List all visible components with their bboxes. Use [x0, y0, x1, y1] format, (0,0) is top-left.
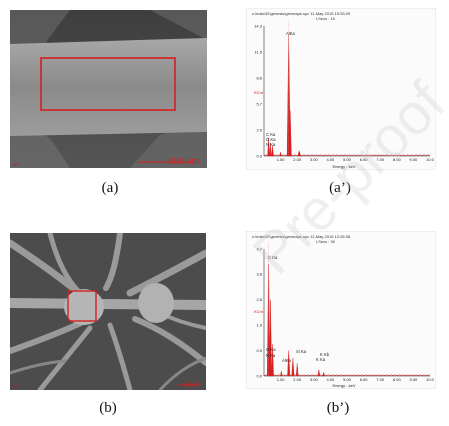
spectrum-a-prime-x-tick: 9.00: [410, 157, 419, 162]
spectrum-b-prime-x-tick: 5.00: [343, 377, 352, 382]
peak-label-oka-b-prime: O Ka: [266, 347, 276, 352]
spectrum-b-prime-y-tick: 1.9: [256, 323, 262, 328]
corner-label-b: SEI: [12, 384, 19, 389]
caption-a-prime: (a’): [329, 180, 351, 196]
spectrum-b-prime-peak: [287, 350, 291, 377]
spectrum-b-prime-peak: [295, 363, 299, 377]
scale-bar-label-b: 1 μm: [184, 381, 200, 388]
spectrum-a-prime-x-tick: 4.00: [327, 157, 336, 162]
spectrum-a-prime-x-tick: 6.00: [360, 157, 369, 162]
peak-label-nka-b-prime: N Ka: [266, 353, 276, 358]
spectrum-b-prime-x-tick: 3.00: [310, 377, 319, 382]
peak-label-cka-a-prime: C Ka: [266, 132, 276, 137]
spectrum-a-prime-peak: [279, 152, 282, 157]
peak-label-cka-b-prime: C Ka: [268, 255, 278, 260]
sem-image-a: 200 nm SEI: [10, 10, 207, 168]
spectrum-b-prime-peak: [317, 369, 321, 377]
spectrum-a-prime-peak: [288, 110, 292, 157]
spectrum-b-prime-peak: [291, 358, 295, 377]
corner-label-a: SEI: [12, 162, 19, 167]
spectrum-b-prime-x-tick: 7.00: [376, 377, 385, 382]
y-unit-b-prime: KCnt: [254, 309, 264, 314]
spectrum-a-prime-x-tick: 8.00: [393, 157, 402, 162]
spectrum-a-prime-x-tick: 3.00: [310, 157, 319, 162]
spectrum-b-prime-y-tick: 4.7: [256, 246, 262, 251]
spectrum-b-prime-x-tick: 9.00: [410, 377, 419, 382]
peak-label-kka-b-prime: K Ka: [316, 357, 326, 362]
spectrum-a-prime-x-tick: 1.00: [277, 157, 286, 162]
peak-label-kkb-b-prime: K Kb: [320, 352, 330, 357]
analysis-region-a: [40, 57, 176, 111]
caption-b-prime: (b’): [326, 400, 350, 416]
spectrum-time-b-prime: LSecs : 39: [316, 239, 336, 244]
spectrum-b-prime-x-tick: 6.00: [360, 377, 369, 382]
spectrum-a-prime-x-tick: 10.0: [426, 157, 435, 162]
spectrum-b-prime-peak: [322, 372, 325, 377]
peak-label-oka-a-prime: O Ka: [266, 137, 276, 142]
spectrum-a-prime-y-tick: 14.3: [254, 23, 263, 28]
spectrum-a-prime-peak: [297, 150, 301, 157]
spectrum-b-prime-peak: [269, 299, 272, 377]
spectrum-b-prime-y-tick: 2.8: [256, 297, 262, 302]
y-unit-a-prime: KCnt: [254, 90, 264, 95]
spectrum-b-prime-x-tick: 1.00: [277, 377, 286, 382]
spectrum-time-a-prime: LSecs : 16: [316, 16, 336, 21]
x-axis-label-b-prime: Energy - keV: [332, 383, 355, 388]
spectrum-b-prime-x-tick: 2.00: [293, 377, 302, 382]
spectrum-b-prime-peak: [280, 370, 283, 377]
spectrum-a-prime-peak: [269, 142, 272, 157]
spectrum-b-prime-x-tick: 4.00: [327, 377, 336, 382]
spectrum-a-prime-y-tick: 5.7: [256, 101, 262, 106]
spectrum-a-prime-y-tick: 2.9: [256, 127, 262, 132]
spectrum-a-prime-peak: [271, 145, 274, 157]
spectrum-b-prime-y-tick: 0.0: [256, 373, 262, 378]
peak-label-nka-a-prime: N Ka: [266, 142, 276, 147]
spectrum-a-prime-peak: [286, 35, 291, 157]
spectrum-a-prime-y-tick: 0.0: [256, 153, 262, 158]
scale-bar-label-a: 200 nm: [168, 156, 199, 166]
spectrum-a-prime-x-tick: 7.00: [376, 157, 385, 162]
caption-a: (a): [101, 180, 119, 196]
spectrum-a-prime-y-tick: 8.6: [256, 75, 262, 80]
peak-label-sika-b-prime: Si Ka: [296, 349, 307, 354]
peak-label-alka-a-prime: AlKa: [286, 31, 296, 36]
x-axis-label-a-prime: Energy - keV: [332, 164, 355, 169]
spectrum-b-prime-y-tick: 3.8: [256, 272, 262, 277]
spectrum-b-prime-x-tick: 8.00: [393, 377, 402, 382]
eds-spectrum-a-prime: c:\edax32\genesis\genmaps.spc 11-May-201…: [246, 8, 436, 170]
spectrum-header-b-prime: c:\edax32\genesis\genmaps.spc 11-May-201…: [252, 234, 351, 239]
sem-image-b: 1 μm SEI: [10, 233, 206, 390]
spectrum-a-prime-x-tick: 2.00: [293, 157, 302, 162]
spectrum-a-prime-peak: [267, 137, 270, 157]
spectrum-b-prime-peak: [271, 344, 274, 377]
peak-label-alka-b-prime: AlKa: [282, 358, 292, 363]
spectrum-a-prime-y-tick: 11.5: [255, 49, 263, 54]
spectrum-header-a-prime: c:\edax32\genesis\genmaps.spc 11-May-201…: [252, 11, 351, 16]
analysis-region-b: [67, 290, 97, 322]
caption-b: (b): [99, 400, 117, 416]
spectrum-b-prime-x-tick: 10.0: [426, 377, 435, 382]
eds-spectrum-b-prime: c:\edax32\genesis\genmaps.spc 11-May-201…: [246, 231, 436, 389]
spectrum-a-prime-x-tick: 5.00: [343, 157, 352, 162]
spectrum-b-prime-baseline: [263, 374, 431, 376]
spectrum-b-prime-y-tick: 0.9: [256, 348, 262, 353]
